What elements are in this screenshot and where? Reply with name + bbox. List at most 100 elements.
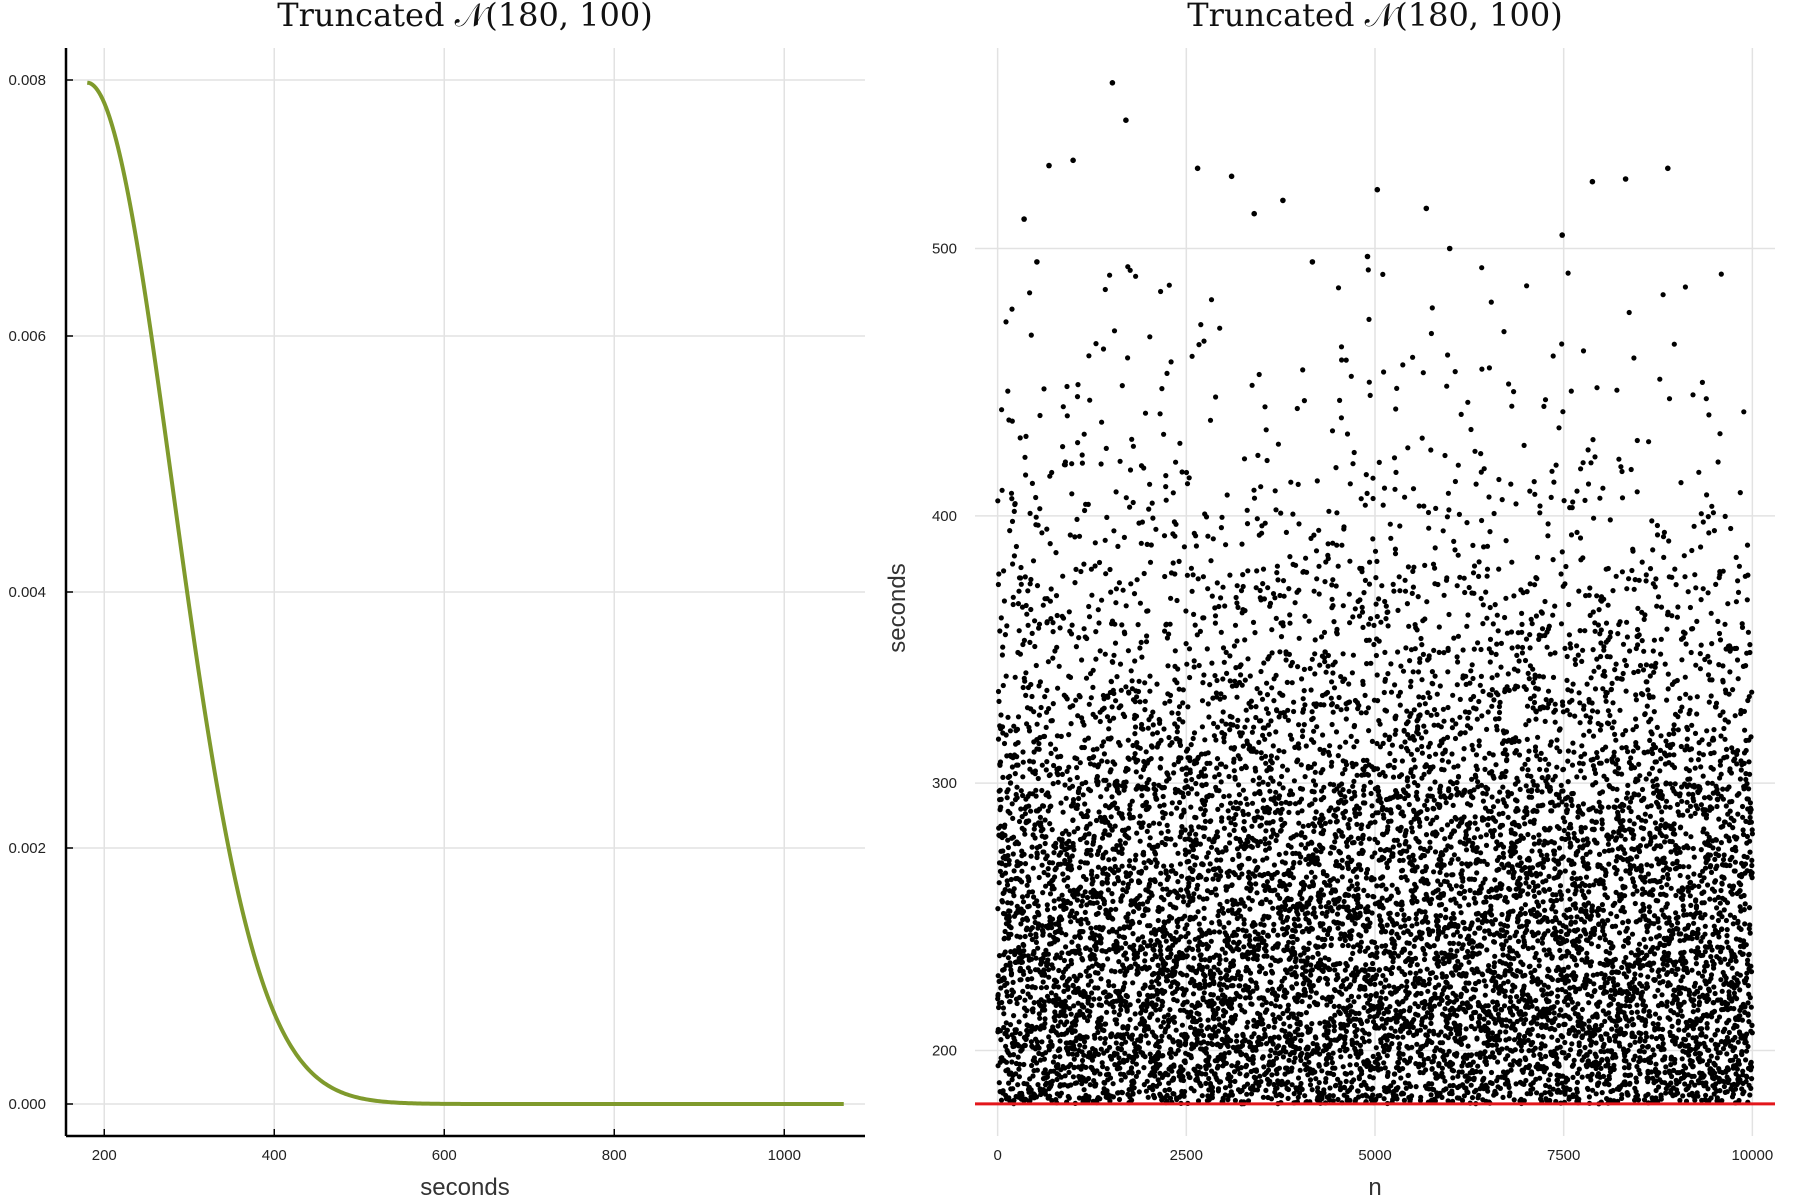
sample-point — [1145, 907, 1151, 913]
sample-point — [1366, 379, 1372, 385]
sample-point — [1321, 702, 1327, 708]
sample-point — [1121, 534, 1127, 541]
sample-point — [1128, 878, 1134, 884]
sample-point — [1036, 874, 1042, 881]
sample-point — [1058, 850, 1064, 856]
sample-point — [1145, 608, 1151, 614]
sample-point — [1338, 1054, 1344, 1060]
sample-point — [1022, 574, 1028, 580]
sample-point — [1273, 837, 1279, 844]
sample-point — [1285, 1086, 1292, 1093]
sample-point — [1321, 629, 1328, 636]
sample-point — [1018, 921, 1024, 927]
sample-point — [1029, 693, 1035, 700]
sample-point — [1153, 1002, 1159, 1008]
sample-point — [1071, 829, 1077, 835]
sample-point — [1364, 757, 1370, 764]
sample-point — [1068, 721, 1074, 727]
sample-point — [1303, 1010, 1309, 1016]
sample-point — [1173, 1027, 1179, 1033]
sample-point — [1234, 694, 1240, 700]
sample-point — [1329, 701, 1335, 707]
sample-point — [1240, 787, 1246, 793]
sample-point — [1012, 501, 1018, 507]
sample-point — [1236, 782, 1242, 788]
sample-point — [1195, 882, 1201, 888]
sample-point — [1141, 1065, 1147, 1071]
sample-point — [1329, 721, 1335, 728]
sample-point — [1144, 633, 1150, 639]
sample-point — [1162, 841, 1168, 848]
sample-point — [1147, 334, 1153, 340]
sample-point — [1181, 544, 1187, 550]
sample-point — [1333, 813, 1339, 820]
sample-point — [1327, 882, 1333, 888]
sample-point — [1217, 921, 1223, 927]
sample-point — [1173, 870, 1179, 877]
sample-point — [1201, 766, 1207, 772]
sample-point — [1158, 737, 1164, 744]
sample-point — [1019, 879, 1025, 885]
sample-point — [1283, 902, 1289, 909]
sample-point — [1184, 661, 1190, 667]
sample-point — [1066, 1051, 1072, 1057]
sample-point — [1048, 803, 1054, 809]
sample-point — [1081, 1087, 1087, 1093]
sample-point — [1353, 761, 1359, 767]
sample-point — [1038, 985, 1044, 991]
sample-point — [1198, 874, 1204, 880]
sample-point — [1361, 783, 1367, 790]
sample-point — [1097, 904, 1103, 911]
sample-point — [1008, 900, 1014, 906]
sample-point — [1235, 805, 1241, 812]
sample-point — [1173, 521, 1179, 527]
sample-point — [1327, 1085, 1333, 1091]
sample-point — [1258, 1079, 1264, 1085]
sample-point — [1336, 895, 1342, 901]
sample-point — [1207, 682, 1213, 688]
sample-point — [1326, 752, 1332, 758]
sample-point — [1257, 1073, 1263, 1079]
sample-point — [1358, 904, 1364, 910]
sample-point — [1108, 767, 1114, 773]
sample-point — [1200, 862, 1206, 868]
sample-point — [1103, 571, 1109, 577]
sample-point — [998, 1037, 1004, 1043]
sample-point — [1316, 527, 1322, 533]
sample-point — [1053, 840, 1059, 847]
sample-point — [1147, 923, 1153, 929]
sample-point — [1286, 1057, 1292, 1063]
sample-point — [1037, 843, 1043, 850]
sample-point — [1247, 995, 1253, 1001]
sample-point — [1166, 734, 1172, 741]
y-tick-label: 0.000 — [8, 1096, 46, 1113]
sample-point — [1097, 1035, 1103, 1041]
sample-point — [1127, 870, 1134, 877]
sample-point — [1075, 382, 1081, 388]
sample-point — [1336, 694, 1342, 701]
sample-point — [1105, 956, 1111, 962]
sample-point — [1270, 819, 1276, 825]
sample-point — [1070, 983, 1076, 989]
sample-point — [1125, 737, 1131, 743]
sample-point — [1098, 940, 1104, 946]
sample-point — [1209, 593, 1215, 599]
sample-point — [1016, 1019, 1022, 1025]
sample-point — [1035, 775, 1041, 782]
sample-point — [1049, 469, 1055, 476]
sample-point — [1358, 840, 1364, 846]
sample-point — [1050, 965, 1056, 971]
sample-point — [1002, 887, 1008, 893]
sample-point — [1193, 831, 1199, 837]
sample-point — [1188, 1009, 1194, 1015]
sample-point — [1021, 851, 1027, 857]
sample-point — [1156, 821, 1162, 827]
sample-point — [1048, 586, 1054, 592]
sample-point — [1004, 623, 1010, 629]
sample-point — [1282, 820, 1288, 827]
sample-point — [1225, 808, 1231, 814]
sample-point — [1258, 718, 1264, 724]
sample-point — [1143, 749, 1149, 755]
sample-point — [1022, 1013, 1028, 1019]
sample-point — [1012, 771, 1018, 777]
